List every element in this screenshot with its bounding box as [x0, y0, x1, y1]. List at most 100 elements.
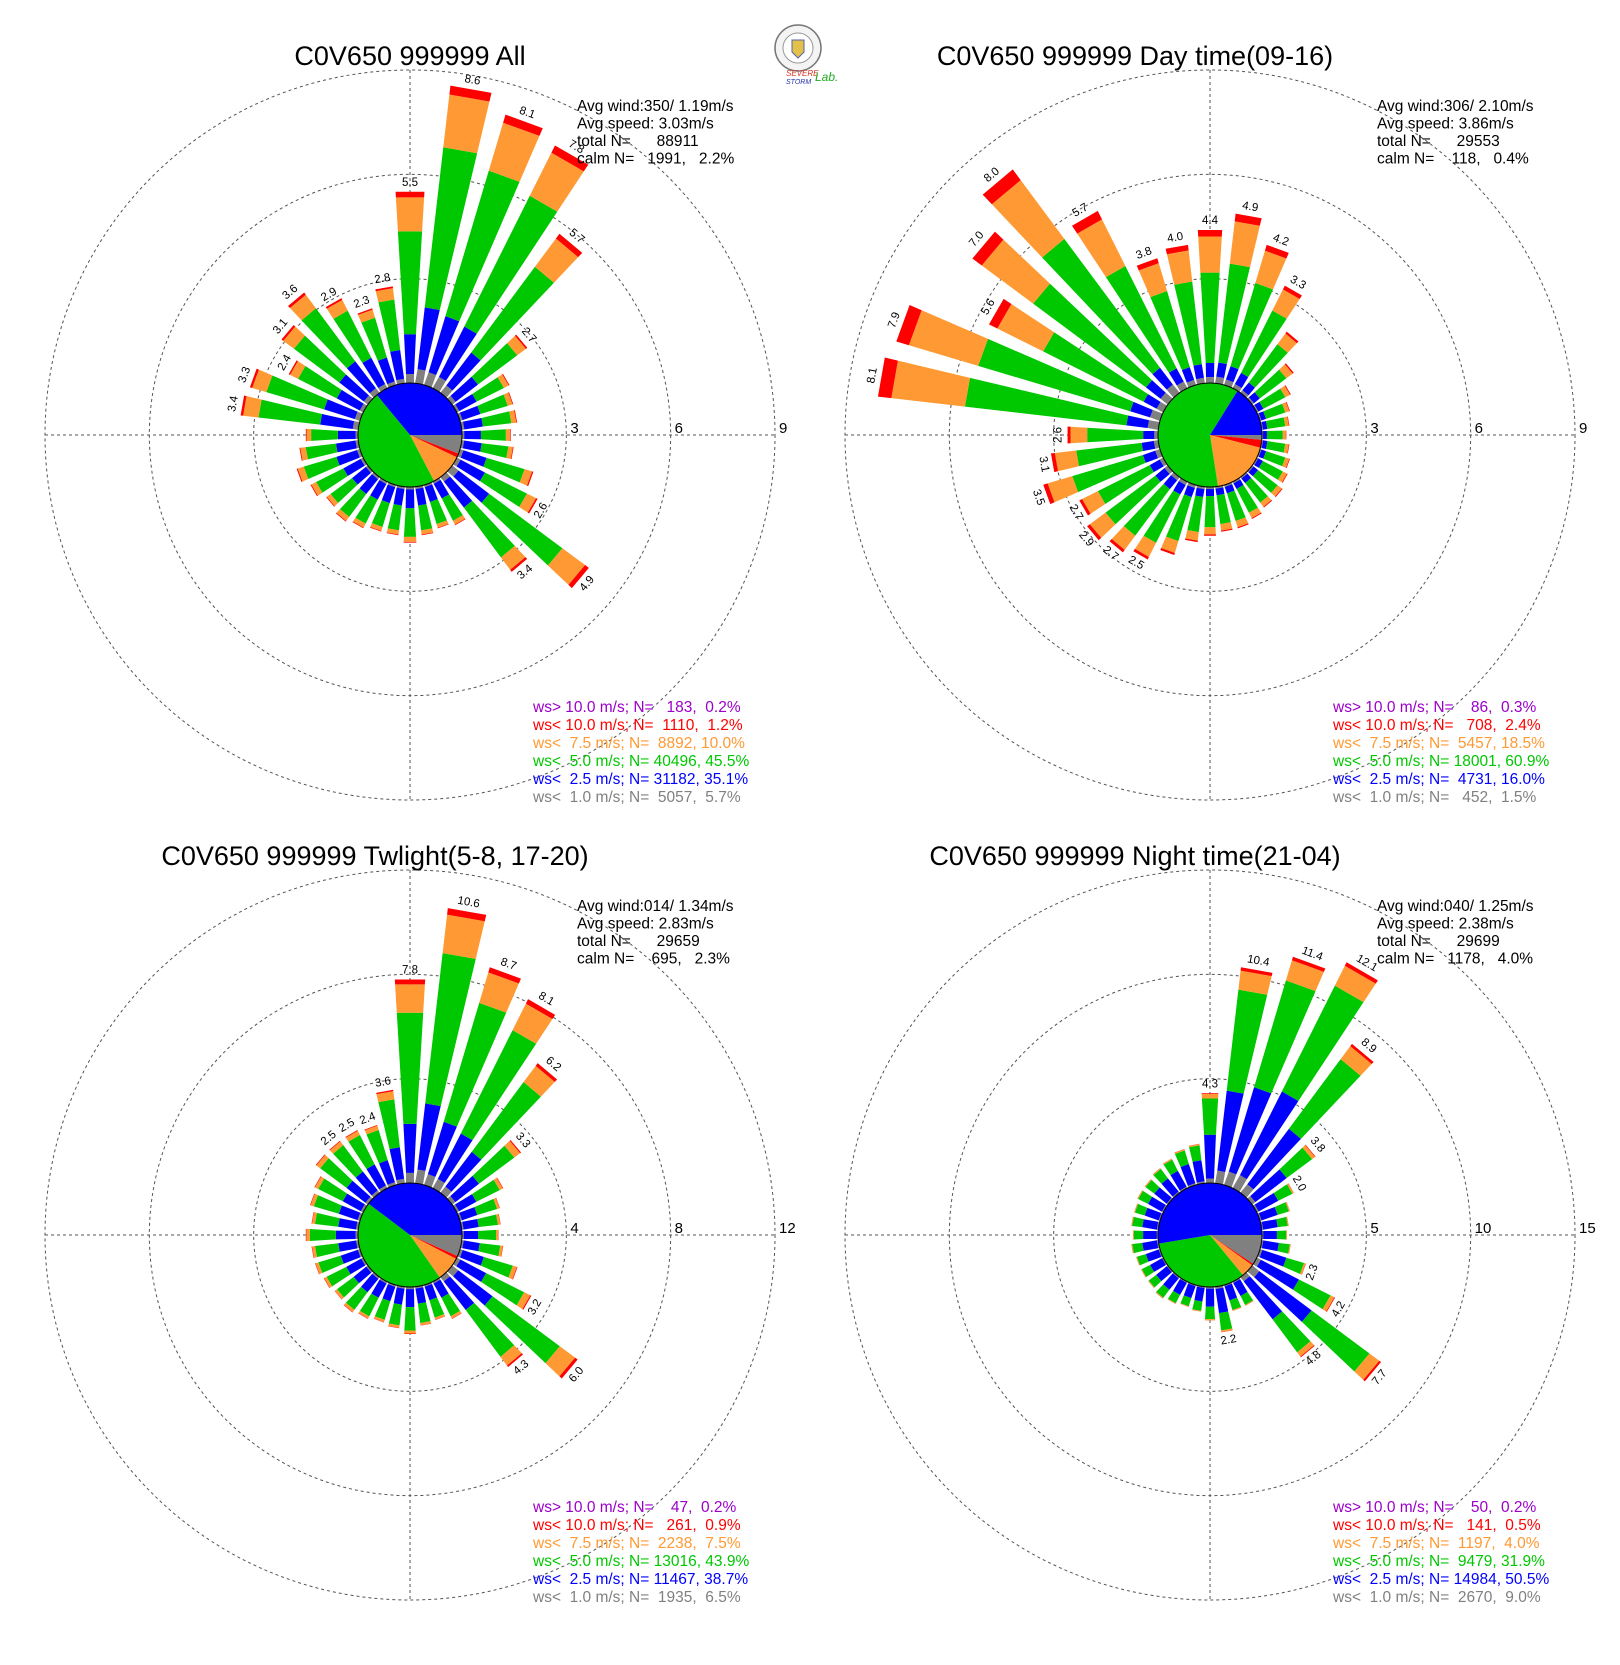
bar-segment — [506, 429, 510, 441]
bar-segment — [1277, 1230, 1286, 1239]
legend-entry-gt10: ws> 10.0 m/s; N= 50, 0.2% — [1332, 1499, 1537, 1516]
bar-segment — [404, 508, 416, 537]
bar-segment — [1143, 431, 1154, 439]
bar-segment — [375, 1298, 390, 1319]
bar-segment — [1266, 441, 1285, 453]
bar-segment — [1055, 450, 1079, 471]
bar-segment — [403, 1124, 416, 1173]
bar-segment — [395, 984, 425, 1012]
bar-segment — [1205, 496, 1216, 527]
bar-segment — [1206, 377, 1214, 383]
bar-segment — [1206, 489, 1214, 496]
legend-entry-lt50: ws< 5.0 m/s; N= 18001, 60.9% — [1332, 753, 1549, 770]
bar-segment — [1219, 1312, 1232, 1331]
bar-segment — [336, 1231, 356, 1240]
bar-dir-90 — [462, 1230, 499, 1241]
bar-segment — [481, 411, 511, 426]
legend-entry-lt50: ws< 5.0 m/s; N= 13016, 43.9% — [532, 1553, 749, 1570]
legend-entry-lt50: ws< 5.0 m/s; N= 9479, 31.9% — [1332, 1553, 1545, 1570]
bar-segment — [1198, 236, 1222, 272]
bar-dir-180 — [1205, 1287, 1215, 1320]
logo-text-storm: STORM — [786, 79, 811, 86]
rose-bars: 5.58.68.17.85.72.72.64.93.43.43.32.43.13… — [226, 73, 597, 594]
legend-entry-lt10ms: ws< 1.0 m/s; N= 5057, 5.7% — [532, 789, 741, 806]
legend-entry-lt10: ws< 10.0 m/s; N= 1110, 1.2% — [532, 717, 743, 734]
center-pie — [358, 1183, 462, 1287]
bar-label: 8.1 — [518, 105, 537, 122]
ring-label-15: 15 — [1579, 1220, 1596, 1237]
bar-segment — [474, 1199, 497, 1215]
bar-segment — [1132, 1217, 1143, 1227]
bar-label: 2.6 — [1053, 427, 1065, 443]
bar-dir-0 — [1202, 1093, 1219, 1183]
bar-segment — [415, 1170, 425, 1185]
legend-entry-lt10ms: ws< 1.0 m/s; N= 1935, 6.5% — [532, 1589, 741, 1606]
bar-segment — [1262, 1240, 1279, 1251]
bar-segment — [481, 429, 506, 440]
center-pie — [1158, 383, 1262, 487]
bar-segment — [1167, 250, 1192, 284]
bar-segment — [338, 1218, 357, 1229]
bar-segment — [1195, 488, 1204, 497]
bar-label: 4.0 — [1166, 231, 1184, 246]
bar-segment — [478, 1243, 500, 1256]
bar-segment — [1266, 417, 1285, 429]
bar-segment — [406, 490, 415, 509]
stat-line: total N= 29699 — [1377, 933, 1500, 950]
legend-entry-lt25: ws< 2.5 m/s; N= 4731, 16.0% — [1332, 771, 1545, 788]
bar-segment — [388, 504, 402, 530]
stat-line: Avg speed: 3.86m/s — [1377, 116, 1514, 133]
bar-segment — [480, 443, 508, 458]
bar-segment — [909, 310, 988, 366]
stat-line: calm N= 1991, 2.2% — [577, 151, 734, 168]
legend-entry-lt25: ws< 2.5 m/s; N= 14984, 50.5% — [1332, 1571, 1549, 1588]
rose-title: C0V650 999999 All — [294, 41, 525, 71]
bar-segment — [1263, 431, 1267, 439]
bar-segment — [1193, 364, 1203, 379]
bar-segment — [406, 1289, 415, 1307]
bar-segment — [462, 1219, 478, 1230]
bar-segment — [415, 369, 425, 384]
rose-title: C0V650 999999 Day time(09-16) — [937, 41, 1333, 71]
ring-label-5: 5 — [1370, 1220, 1378, 1237]
bar-segment — [1068, 427, 1071, 444]
bar-segment — [1182, 367, 1194, 382]
legend-entry-lt10ms: ws< 1.0 m/s; N= 452, 1.5% — [1332, 789, 1537, 806]
bar-segment — [1202, 1098, 1218, 1134]
bar-segment — [394, 1287, 405, 1304]
bar-segment — [404, 334, 416, 374]
stat-line: calm N= 118, 0.4% — [1377, 151, 1529, 168]
bar-segment — [1205, 1307, 1215, 1320]
center-pie — [358, 383, 462, 487]
legend-entry-lt75: ws< 7.5 m/s; N= 5457, 18.5% — [1332, 735, 1545, 752]
bar-segment — [1263, 1231, 1277, 1239]
bar-segment — [1267, 431, 1283, 440]
bar-segment — [310, 1229, 336, 1241]
stat-line: calm N= 1178, 4.0% — [1377, 951, 1533, 968]
bar-segment — [1142, 1240, 1158, 1250]
stat-line: calm N= 695, 2.3% — [577, 951, 730, 968]
bar-segment — [1143, 451, 1158, 463]
bar-segment — [1087, 428, 1143, 443]
bar-segment — [1193, 1160, 1205, 1182]
stat-line: Avg speed: 2.38m/s — [1377, 916, 1514, 933]
bar-dir-90 — [462, 429, 511, 441]
bar-segment — [415, 1287, 426, 1303]
bar-segment — [1276, 1217, 1287, 1227]
legend-entry-lt10: ws< 10.0 m/s; N= 261, 0.9% — [532, 1517, 741, 1534]
legend-entry-gt10: ws> 10.0 m/s; N= 183, 0.2% — [532, 699, 741, 716]
bar-segment — [1230, 221, 1260, 267]
bar-segment — [398, 231, 422, 334]
bar-segment — [415, 488, 426, 506]
stat-line: Avg wind:306/ 2.10m/s — [1377, 98, 1534, 115]
legend-entry-lt25: ws< 2.5 m/s; N= 11467, 38.7% — [532, 1571, 748, 1588]
bar-segment — [404, 537, 417, 542]
bar-dir-180 — [404, 1287, 416, 1334]
bar-segment — [315, 1213, 340, 1227]
ring-label-8: 8 — [675, 1220, 683, 1237]
